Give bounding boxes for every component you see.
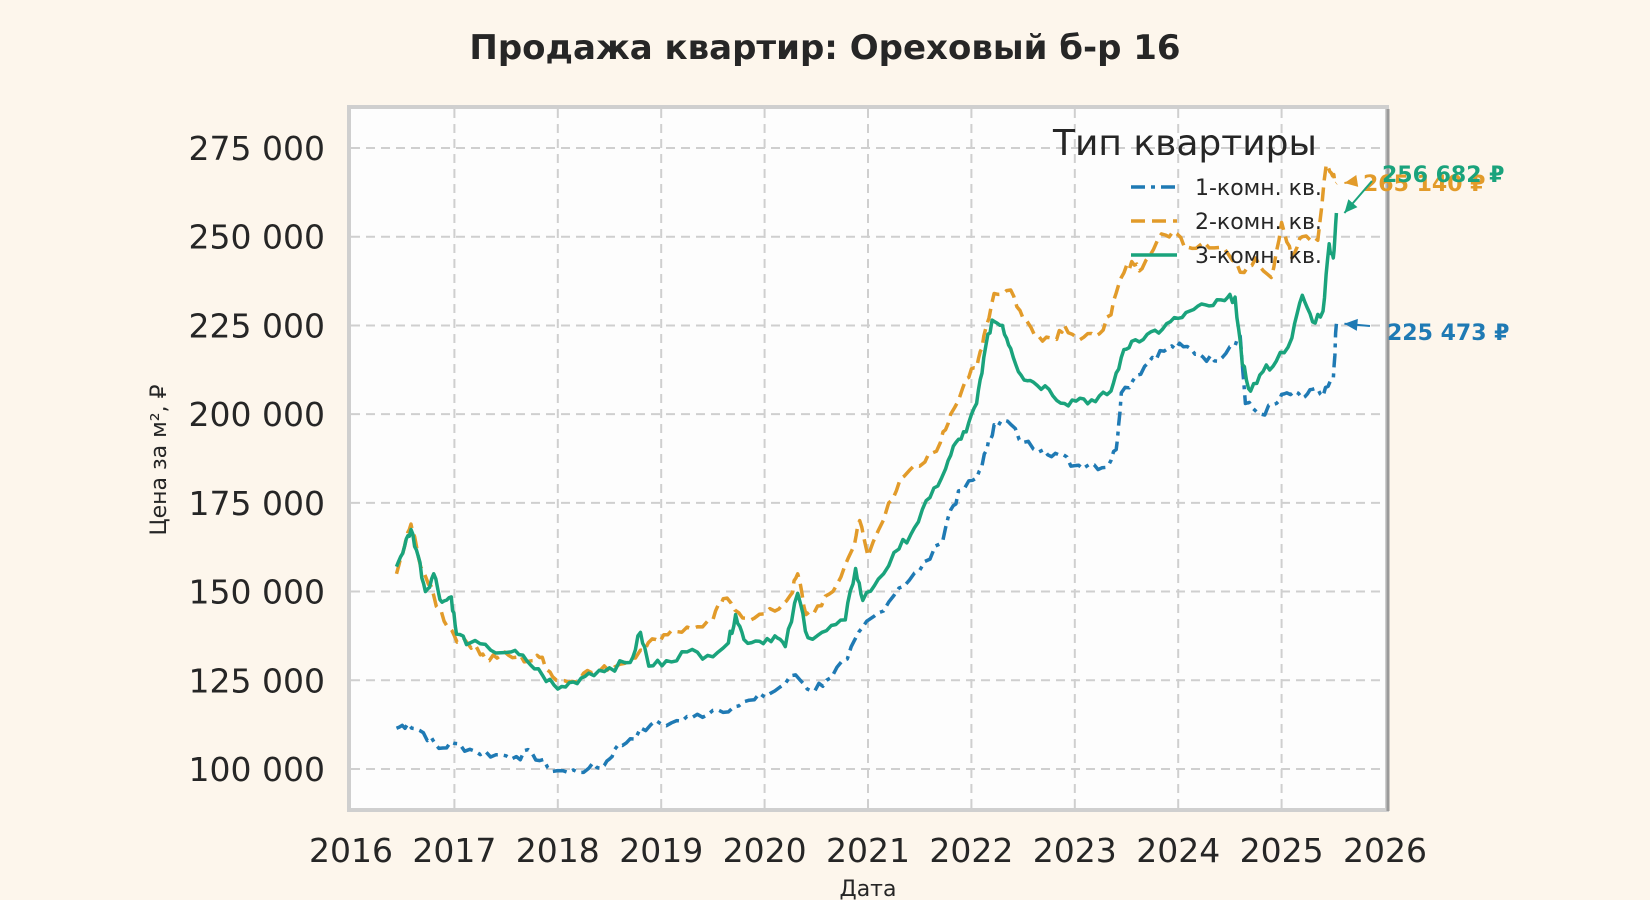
x-tick-label: 2024 xyxy=(1136,831,1220,870)
x-tick-label: 2018 xyxy=(516,831,600,870)
y-tick-label: 250 000 xyxy=(189,218,325,257)
series-lines xyxy=(394,164,1339,775)
x-tick-label: 2019 xyxy=(619,831,703,870)
x-tick-label: 2020 xyxy=(723,831,807,870)
end-value-label: 256 682 ₽ xyxy=(1382,163,1504,188)
legend-label: 2-комн. кв. xyxy=(1195,210,1322,235)
y-tick-label: 225 000 xyxy=(189,306,325,345)
x-tick-label: 2026 xyxy=(1343,831,1427,870)
x-tick-label: 2021 xyxy=(826,831,910,870)
end-value-label: 225 473 ₽ xyxy=(1387,321,1509,346)
end-label-arrowhead xyxy=(1344,199,1358,214)
x-tick-label: 2016 xyxy=(309,831,393,870)
y-tick-label: 275 000 xyxy=(189,129,325,168)
x-axis-label: Дата xyxy=(840,877,897,900)
x-axis-ticks: 2016 2017 2018 2019 2020 2021 2022 2023 2024 2025… xyxy=(309,831,1427,870)
legend-label: 3-комн. кв. xyxy=(1195,244,1322,269)
end-value-label: 265 140 ₽ xyxy=(1363,172,1485,197)
end-label-arrowhead xyxy=(1344,318,1358,331)
y-tick-label: 175 000 xyxy=(189,484,325,523)
x-tick-label: 2025 xyxy=(1240,831,1324,870)
legend-title: Тип квартиры xyxy=(1052,123,1317,164)
x-tick-label: 2023 xyxy=(1033,831,1117,870)
legend-label: 1-комн. кв. xyxy=(1195,176,1322,201)
series-line-1 xyxy=(395,323,1339,775)
end-label-arrowhead xyxy=(1344,175,1359,187)
legend: Тип квартиры 1-комн. кв. 2-комн. кв. 3-ком… xyxy=(1052,123,1322,269)
end-labels: 225 473 ₽ 265 140 ₽256 682 ₽ xyxy=(1343,163,1509,346)
x-tick-label: 2022 xyxy=(929,831,1013,870)
y-tick-label: 100 000 xyxy=(189,750,325,789)
series-line-3 xyxy=(394,212,1339,691)
y-tick-label: 150 000 xyxy=(189,573,325,612)
y-axis-ticks: 100 000 125 000 150 000 175 000 200 000 225 0… xyxy=(189,129,325,789)
y-tick-label: 200 000 xyxy=(189,395,325,434)
y-tick-label: 125 000 xyxy=(189,661,325,700)
y-axis-label: Цена за м², ₽ xyxy=(147,384,172,535)
chart-title: Продажа квартир: Ореховый б-р 16 xyxy=(469,28,1180,68)
x-tick-label: 2017 xyxy=(412,831,496,870)
